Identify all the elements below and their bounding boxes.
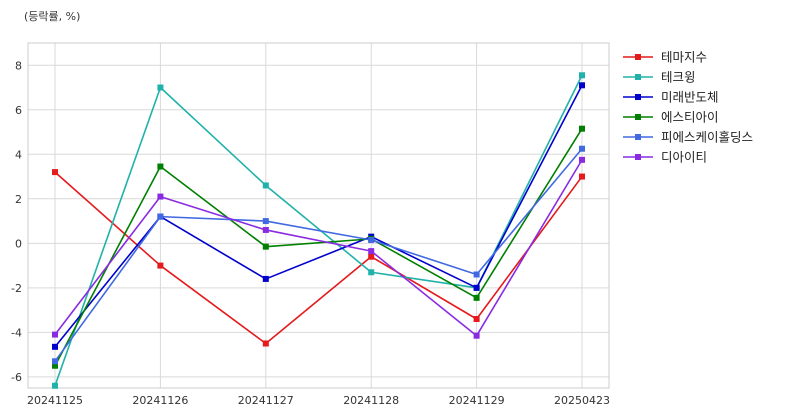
x-tick-label: 20241128 bbox=[343, 394, 399, 407]
data-point bbox=[262, 340, 269, 347]
legend-item: 테크윙 bbox=[623, 70, 696, 85]
x-tick-label: 20250423 bbox=[554, 394, 610, 407]
series-5 bbox=[52, 145, 585, 365]
series-6 bbox=[52, 156, 585, 339]
y-tick-label: 0 bbox=[15, 237, 22, 250]
series-line bbox=[54, 171, 583, 345]
data-point bbox=[473, 294, 480, 301]
legend-label: 테크윙 bbox=[661, 70, 696, 85]
data-point bbox=[52, 362, 58, 369]
legend-marker bbox=[635, 114, 641, 120]
x-tick-label: 20241126 bbox=[132, 394, 188, 407]
x-tick-label: 20241129 bbox=[449, 394, 505, 407]
data-point bbox=[473, 332, 480, 339]
data-point bbox=[368, 253, 375, 260]
x-axis-ticks: 20241125 20241126 20241127 20241128 20241129… bbox=[27, 394, 610, 407]
legend-item: 에스티아이 bbox=[623, 110, 719, 125]
plot-area bbox=[27, 42, 610, 389]
data-point bbox=[262, 182, 269, 189]
y-tick-label: 6 bbox=[15, 104, 22, 117]
data-point bbox=[262, 275, 269, 282]
y-tick-label: 4 bbox=[15, 148, 22, 161]
data-point bbox=[368, 269, 375, 276]
data-point bbox=[579, 72, 585, 79]
legend-marker bbox=[635, 74, 641, 80]
data-point bbox=[262, 243, 269, 250]
data-point bbox=[157, 84, 164, 91]
data-point bbox=[52, 169, 58, 176]
data-point bbox=[473, 316, 480, 322]
data-point bbox=[262, 218, 269, 225]
legend-label: 미래반도체 bbox=[661, 90, 719, 105]
legend-marker bbox=[635, 154, 641, 160]
data-point bbox=[579, 125, 585, 132]
data-point bbox=[579, 145, 585, 152]
data-point bbox=[473, 284, 480, 291]
legend-label: 에스티아이 bbox=[661, 110, 719, 125]
series-line bbox=[54, 148, 583, 362]
data-point bbox=[473, 271, 480, 278]
data-point bbox=[368, 236, 375, 243]
legend-item: 피에스케이홀딩스 bbox=[623, 130, 753, 145]
data-point bbox=[157, 163, 164, 170]
y-tick-label: -4 bbox=[11, 326, 22, 339]
legend-marker bbox=[635, 54, 641, 60]
data-point bbox=[52, 382, 58, 389]
data-point bbox=[52, 343, 58, 350]
y-tick-label: -6 bbox=[11, 371, 22, 384]
legend-marker bbox=[635, 134, 641, 140]
x-tick-label: 20241127 bbox=[238, 394, 294, 407]
legend-label: 피에스케이홀딩스 bbox=[661, 130, 753, 145]
y-tick-label: 2 bbox=[15, 193, 22, 206]
legend-item: 미래반도체 bbox=[623, 90, 719, 105]
series-line bbox=[54, 128, 583, 367]
legend-item: 테마지수 bbox=[623, 50, 707, 65]
data-point bbox=[262, 226, 269, 233]
data-point bbox=[579, 82, 585, 89]
data-point bbox=[52, 331, 58, 338]
data-point bbox=[157, 262, 164, 269]
y-tick-label: -2 bbox=[11, 282, 22, 295]
y-tick-label: 8 bbox=[15, 59, 22, 72]
y-axis-ticks: -6 -4 -2 0 2 4 6 8 bbox=[11, 59, 22, 384]
data-point bbox=[157, 193, 164, 200]
data-point bbox=[579, 173, 585, 180]
grid-lines bbox=[28, 43, 609, 388]
series-line bbox=[54, 159, 583, 337]
legend-label: 디아이티 bbox=[661, 150, 707, 165]
data-point bbox=[368, 248, 375, 255]
unit-label: (등락률, %) bbox=[24, 10, 80, 23]
series-lines bbox=[52, 72, 585, 389]
legend-marker bbox=[635, 94, 641, 100]
data-point bbox=[52, 358, 58, 365]
series-1 bbox=[52, 169, 585, 347]
series-3 bbox=[52, 82, 585, 350]
data-point bbox=[157, 213, 164, 220]
legend-item: 디아이티 bbox=[623, 150, 707, 165]
data-point bbox=[579, 156, 585, 163]
x-tick-label: 20241125 bbox=[27, 394, 83, 407]
legend-label: 테마지수 bbox=[661, 50, 707, 65]
